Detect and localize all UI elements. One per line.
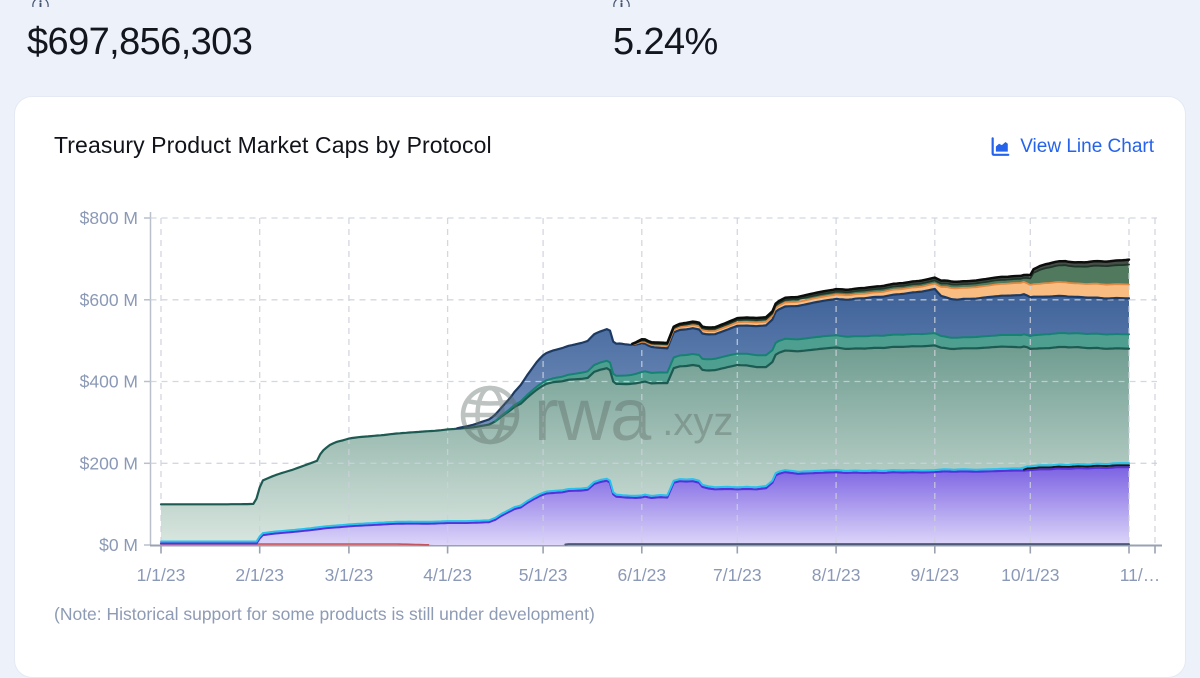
svg-text:1/1/23: 1/1/23 <box>137 565 186 585</box>
svg-text:7/1/23: 7/1/23 <box>713 565 762 585</box>
svg-text:2/1/23: 2/1/23 <box>235 565 284 585</box>
info-icon[interactable]: ⓘ <box>32 0 292 7</box>
svg-text:9/1/23: 9/1/23 <box>910 565 959 585</box>
svg-text:$0 M: $0 M <box>99 535 138 555</box>
svg-text:11/…: 11/… <box>1120 565 1161 585</box>
chart-note: (Note: Historical support for some produ… <box>54 604 595 624</box>
view-line-chart-button[interactable]: View Line Chart <box>989 136 1154 158</box>
svg-text:6/1/23: 6/1/23 <box>617 565 666 585</box>
total-value-label: Total Value ⓘ <box>32 0 292 7</box>
view-line-chart-label: View Line Chart <box>1020 136 1154 157</box>
svg-text:3/1/23: 3/1/23 <box>325 565 374 585</box>
svg-text:10/1/23: 10/1/23 <box>1001 565 1059 585</box>
svg-text:5/1/23: 5/1/23 <box>519 565 568 585</box>
area-chart-icon <box>989 136 1011 158</box>
market-caps-stacked-area-chart[interactable]: $800 M $600 M $400 M $200 M $0 M 1/1/23 2/1/23… <box>0 0 1200 628</box>
svg-text:$200 M: $200 M <box>80 453 138 473</box>
avg-yield-label: Avg. Yield to Maturity ⓘ <box>613 0 933 7</box>
info-icon[interactable]: ⓘ <box>613 0 933 7</box>
svg-text:$400 M: $400 M <box>80 372 138 392</box>
svg-text:$800 M: $800 M <box>80 208 138 228</box>
total-value: $697,856,303 <box>27 21 253 63</box>
chart-title: Treasury Product Market Caps by Protocol <box>54 132 492 158</box>
svg-text:4/1/23: 4/1/23 <box>423 565 472 585</box>
svg-text:8/1/23: 8/1/23 <box>812 565 861 585</box>
avg-yield-value: 5.24% <box>613 21 718 63</box>
svg-text:$600 M: $600 M <box>80 290 138 310</box>
